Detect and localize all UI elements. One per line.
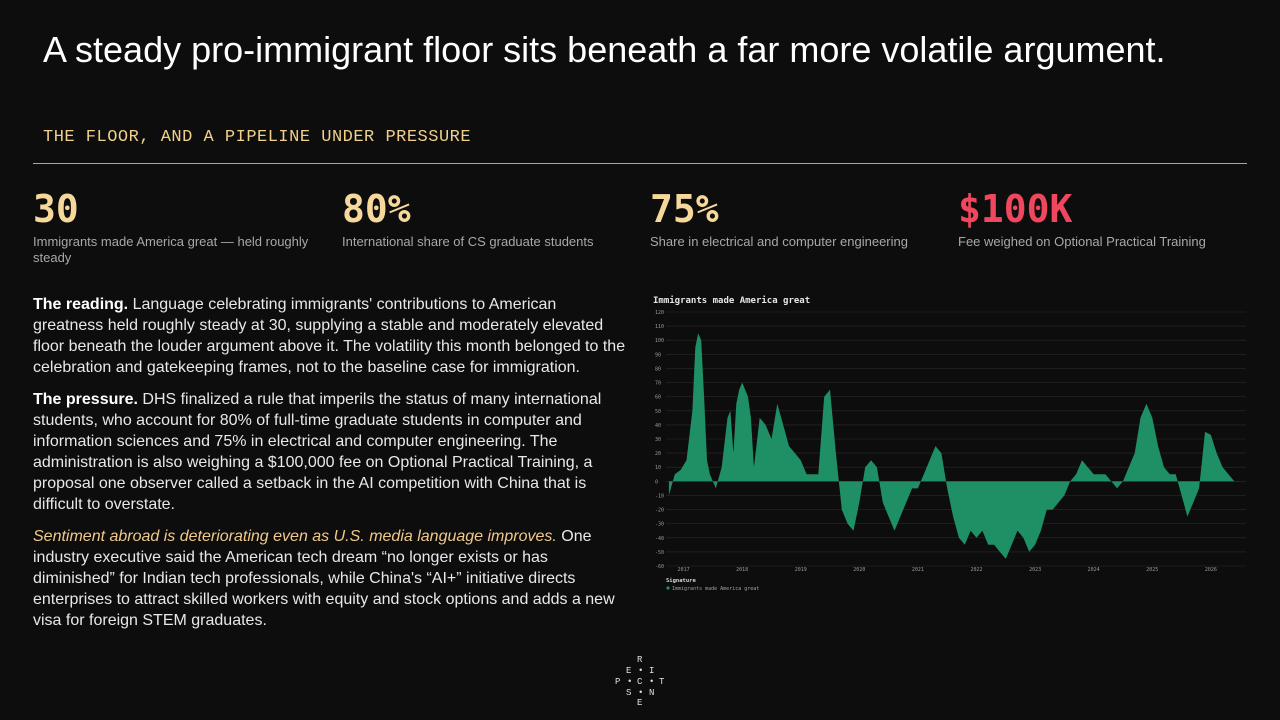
paragraph-text: One industry executive said the American… xyxy=(33,528,615,629)
stat-value: 30 xyxy=(33,187,79,231)
logo-letter: P xyxy=(615,677,621,687)
y-tick-label: 10 xyxy=(655,465,661,471)
logo-letter: T xyxy=(659,677,665,687)
logo-letter: R xyxy=(637,655,643,665)
paragraph-text: DHS finalized a rule that imperils the s… xyxy=(33,391,602,513)
paragraph-pressure: The pressure. DHS finalized a rule that … xyxy=(33,389,628,515)
stat-label: Share in electrical and computer enginee… xyxy=(650,234,908,249)
x-tick-label: 2024 xyxy=(1088,567,1100,573)
y-tick-label: 30 xyxy=(655,437,661,443)
page-subtitle: THE FLOOR, AND A PIPELINE UNDER PRESSURE xyxy=(43,128,472,147)
divider xyxy=(33,163,1247,164)
x-tick-label: 2023 xyxy=(1029,567,1041,573)
logo-letter: I xyxy=(649,666,655,676)
y-tick-label: 20 xyxy=(655,451,661,457)
y-tick-label: 90 xyxy=(655,352,661,358)
logo-letter: E xyxy=(626,666,632,676)
stat-label: International share of CS graduate stude… xyxy=(342,234,594,249)
y-tick-label: 80 xyxy=(655,366,661,372)
stat-label: Immigrants made America great — held rou… xyxy=(33,234,309,265)
area-chart: Immigrants made America great 1201101009… xyxy=(653,295,1246,592)
x-tick-label: 2021 xyxy=(912,567,924,573)
logo-letter: C xyxy=(637,677,643,687)
y-tick-label: -40 xyxy=(655,536,664,542)
y-tick-label: 50 xyxy=(655,409,661,415)
x-tick-label: 2019 xyxy=(795,567,807,573)
stat-card-ece-share: 75% Share in electrical and computer eng… xyxy=(650,186,940,250)
paragraph-lead: The pressure. xyxy=(33,391,138,408)
x-tick-label: 2026 xyxy=(1205,567,1217,573)
chart-title: Immigrants made America great xyxy=(653,295,810,306)
x-tick-label: 2017 xyxy=(678,567,690,573)
y-tick-label: 110 xyxy=(655,324,664,330)
stat-card-score: 30 Immigrants made America great — held … xyxy=(33,186,323,266)
y-tick-label: 120 xyxy=(655,310,664,316)
y-tick-label: 70 xyxy=(655,381,661,387)
y-tick-label: 40 xyxy=(655,423,661,429)
logo-letter: E xyxy=(637,698,643,708)
body-text: The reading. Language celebrating immigr… xyxy=(33,294,628,642)
y-tick-label: 0 xyxy=(655,479,658,485)
x-axis-ticks: 2017 2018 2019 2020 2021 2022 2023 2024 2025 2026 xyxy=(678,567,1217,573)
page-title: A steady pro-immigrant floor sits beneat… xyxy=(43,29,1166,70)
y-tick-label: -30 xyxy=(655,522,664,528)
paragraph-text: Language celebrating immigrants' contrib… xyxy=(33,296,626,376)
y-tick-label: -10 xyxy=(655,493,664,499)
y-tick-label: -60 xyxy=(655,564,664,570)
paragraph-abroad: Sentiment abroad is deteriorating even a… xyxy=(33,526,628,631)
stat-label: Fee weighed on Optional Practical Traini… xyxy=(958,234,1206,249)
y-axis-ticks: 1201101009080706050403020100-10-20-30-40… xyxy=(655,310,664,570)
y-tick-label: -20 xyxy=(655,508,664,514)
logo-dot: • xyxy=(627,677,633,687)
x-tick-label: 2025 xyxy=(1146,567,1158,573)
legend-entry: Immigrants made America great xyxy=(672,586,759,592)
stat-value: $100K xyxy=(958,187,1073,231)
paragraph-reading: The reading. Language celebrating immigr… xyxy=(33,294,628,378)
stat-card-cs-share: 80% International share of CS graduate s… xyxy=(342,186,632,250)
y-tick-label: -50 xyxy=(655,550,664,556)
y-tick-label: 60 xyxy=(655,395,661,401)
paragraph-lead: Sentiment abroad is deteriorating even a… xyxy=(33,528,557,545)
series-area xyxy=(668,333,1241,559)
x-tick-label: 2018 xyxy=(736,567,748,573)
x-tick-label: 2020 xyxy=(853,567,865,573)
stat-card-opt-fee: $100K Fee weighed on Optional Practical … xyxy=(958,186,1248,250)
legend-swatch xyxy=(666,586,670,590)
logo-letter: S xyxy=(626,688,632,698)
stat-value: 80% xyxy=(342,187,411,231)
brand-logo: R E • I P • C • T S • N E xyxy=(610,655,670,708)
y-tick-label: 100 xyxy=(655,338,664,344)
legend-title: Signature xyxy=(666,578,696,584)
paragraph-lead: The reading. xyxy=(33,296,129,313)
stat-value: 75% xyxy=(650,187,719,231)
logo-dot: • xyxy=(638,688,644,698)
x-tick-label: 2022 xyxy=(970,567,982,573)
logo-dot: • xyxy=(638,666,644,676)
logo-dot: • xyxy=(649,677,655,687)
logo-letter: N xyxy=(649,688,655,698)
chart-grid xyxy=(666,311,1246,567)
